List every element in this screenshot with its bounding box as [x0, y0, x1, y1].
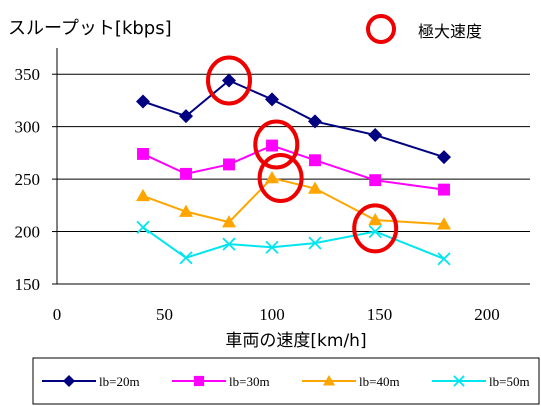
data-point-triangle: [437, 217, 451, 230]
y-tick-label: 350: [15, 65, 41, 84]
data-point-square: [137, 147, 149, 160]
data-point-diamond: [179, 109, 193, 124]
data-point-square: [438, 183, 450, 196]
data-point-x: [179, 251, 193, 265]
data-point-diamond: [265, 92, 279, 107]
data-point-square: [180, 167, 192, 180]
data-point-x: [453, 375, 465, 387]
y-tick-label: 150: [15, 275, 41, 294]
data-point-x: [136, 220, 150, 234]
plot-axes: [52, 48, 530, 285]
data-point-x-stroke: [368, 224, 382, 239]
data-point-square: [266, 139, 278, 152]
legend-label: lb=40m: [359, 374, 400, 389]
data-point-diamond: [437, 150, 451, 165]
x-tick-label: 200: [474, 305, 500, 324]
plot-grid: [57, 73, 530, 233]
data-point-x: [368, 224, 382, 239]
legend-items: lb=20m lb=30m lb=40m lb=50m: [42, 374, 530, 389]
data-point-square: [193, 375, 205, 387]
legend-item-lb=30m: lb=30m: [172, 374, 270, 389]
legend-item-lb=20m: lb=20m: [42, 374, 140, 389]
data-point-triangle: [222, 215, 236, 228]
y-tick-labels: 150 200 250 300 350: [15, 65, 41, 294]
x-tick-labels: 0 50 100 150 200: [53, 305, 500, 324]
data-point-diamond: [308, 114, 322, 129]
data-point-x-stroke: [265, 240, 279, 254]
y-tick-label: 250: [15, 170, 41, 189]
data-point-triangle: [136, 188, 150, 202]
data-point-x: [437, 252, 451, 266]
y-tick-label: 200: [15, 223, 41, 242]
data-point-diamond: [136, 94, 150, 109]
legend-item-lb=50m: lb=50m: [432, 374, 530, 389]
data-point-diamond: [63, 375, 75, 387]
data-point-square: [369, 174, 382, 187]
y-tick-label: 300: [15, 118, 41, 137]
x-axis-label: 車両の速度[km/h]: [225, 331, 366, 351]
x-tick-label: 0: [53, 305, 62, 324]
data-point-diamond: [222, 73, 236, 88]
data-point-triangle: [323, 375, 335, 386]
data-point-x-stroke: [308, 236, 322, 250]
plot-series: [136, 73, 451, 266]
legend-label: lb=20m: [99, 374, 140, 389]
data-point-diamond: [368, 128, 383, 143]
series-lb=40m: [136, 171, 451, 230]
annotation-circle: [352, 203, 399, 254]
annotation-circle: [206, 55, 252, 106]
legend-item-lb=40m: lb=40m: [302, 374, 400, 389]
x-tick-label: 100: [259, 305, 285, 324]
annotation-legend-circle: [366, 14, 396, 44]
annotation-circle: [257, 153, 304, 204]
data-point-x-stroke: [136, 220, 150, 234]
legend-label: lb=50m: [489, 374, 530, 389]
annotation-legend-label: 極大速度: [418, 22, 482, 41]
legend-label: lb=30m: [229, 374, 270, 389]
data-point-x: [265, 240, 279, 254]
data-point-x: [222, 237, 236, 251]
data-point-x-stroke: [437, 252, 451, 266]
data-point-x-stroke: [179, 251, 193, 265]
x-tick-label: 150: [367, 305, 393, 324]
series-lb=20m: [136, 73, 451, 165]
chart-title: スループット[kbps]: [8, 18, 172, 39]
series-line: [142, 226, 445, 260]
series-lb=30m: [137, 139, 450, 196]
data-point-square: [223, 158, 235, 171]
data-point-triangle: [265, 171, 279, 184]
annotation-circles: [206, 55, 399, 254]
data-point-x-stroke: [453, 375, 465, 387]
data-point-x: [308, 236, 322, 250]
data-point-triangle: [179, 204, 193, 217]
data-point-square: [309, 154, 321, 167]
data-point-triangle: [368, 213, 383, 226]
annotation-circle: [253, 119, 300, 170]
data-point-triangle: [308, 181, 322, 194]
data-point-x-stroke: [222, 237, 236, 251]
series-lb=50m: [136, 220, 451, 266]
x-tick-label: 50: [156, 305, 173, 324]
series-line: [142, 176, 445, 226]
